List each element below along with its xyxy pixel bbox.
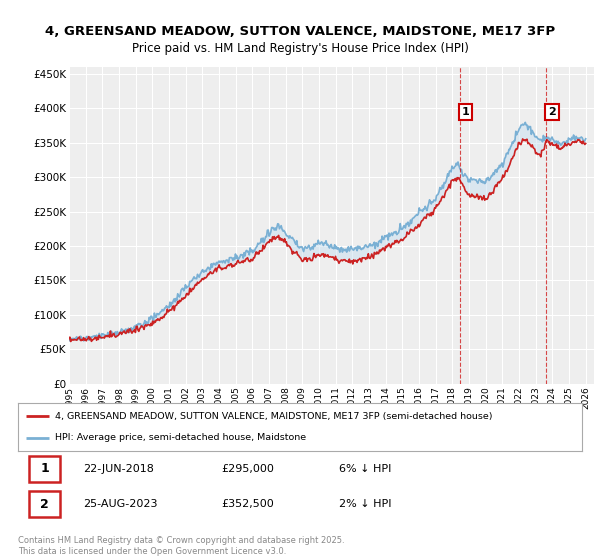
Text: 22-JUN-2018: 22-JUN-2018 [83, 464, 154, 474]
Text: £295,000: £295,000 [221, 464, 274, 474]
FancyBboxPatch shape [29, 491, 60, 517]
Text: 2: 2 [548, 107, 556, 117]
Text: 4, GREENSAND MEADOW, SUTTON VALENCE, MAIDSTONE, ME17 3FP: 4, GREENSAND MEADOW, SUTTON VALENCE, MAI… [45, 25, 555, 38]
Text: Contains HM Land Registry data © Crown copyright and database right 2025.
This d: Contains HM Land Registry data © Crown c… [18, 536, 344, 556]
FancyBboxPatch shape [29, 456, 60, 482]
Text: HPI: Average price, semi-detached house, Maidstone: HPI: Average price, semi-detached house,… [55, 433, 306, 442]
Text: 1: 1 [40, 463, 49, 475]
Text: 1: 1 [462, 107, 470, 117]
Text: 6% ↓ HPI: 6% ↓ HPI [340, 464, 392, 474]
Text: 2% ↓ HPI: 2% ↓ HPI [340, 499, 392, 509]
Text: 25-AUG-2023: 25-AUG-2023 [83, 499, 157, 509]
Text: £352,500: £352,500 [221, 499, 274, 509]
Text: Price paid vs. HM Land Registry's House Price Index (HPI): Price paid vs. HM Land Registry's House … [131, 42, 469, 55]
Text: 2: 2 [40, 497, 49, 511]
Text: 4, GREENSAND MEADOW, SUTTON VALENCE, MAIDSTONE, ME17 3FP (semi-detached house): 4, GREENSAND MEADOW, SUTTON VALENCE, MAI… [55, 412, 492, 421]
